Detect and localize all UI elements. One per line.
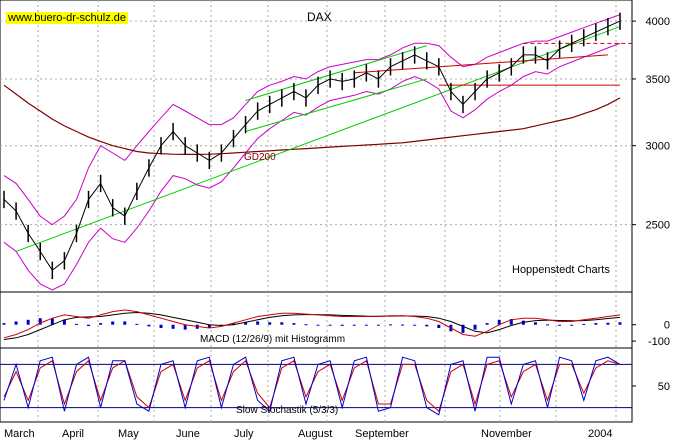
macd-histogram-bar [558,324,562,326]
macd-histogram-bar [292,323,296,325]
lower-bollinger-band [3,42,621,291]
macd-histogram-bar [256,321,260,325]
y-tick-label: 2500 [646,220,670,232]
source-watermark: www.buero-dr-schulz.de [6,12,128,24]
upper-bollinger-band [3,14,621,226]
macd-histogram-bar [231,323,235,325]
macd-histogram-bar [123,321,127,325]
macd-histogram-bar [582,323,586,325]
macd-histogram-bar [111,321,115,325]
macd-histogram-bar [62,319,66,325]
macd-histogram-bar [328,324,332,326]
stochastic-k-line [3,356,621,416]
macd-histogram-bar [268,322,272,325]
macd-histogram-bar [533,322,537,325]
macd-histogram-bar [497,319,501,325]
macd-histogram-bar [570,324,574,326]
macd-histogram-bar [316,324,320,326]
y-tick-label: -100 [648,336,670,348]
macd-histogram-bar [280,322,284,325]
price-close-line [3,20,621,272]
macd-histogram-bar [485,323,489,325]
macd-histogram-bar [509,319,513,325]
macd-title: MACD (12/26/9) mit Histogramm [200,334,346,345]
macd-histogram-bar [159,324,163,328]
macd-histogram-bar [26,319,30,325]
x-tick-label: March [4,428,35,440]
x-tick-label: June [176,428,200,440]
channel-trendline [245,45,427,101]
y-tick-label: 50 [658,381,670,393]
macd-histogram-bar [546,324,550,326]
macd-histogram-bar [594,323,598,325]
macd-histogram-bar [2,323,6,325]
macd-histogram-bar [87,324,91,327]
channel-trendline [245,78,427,132]
y-tick-label: 4000 [646,16,670,28]
y-tick-label: 3000 [646,141,670,153]
macd-histogram-bar [183,324,187,330]
y-tick-label: 3500 [646,74,670,86]
macd-histogram-bar [618,322,622,325]
macd-histogram-bar [352,324,356,326]
macd-histogram-bar [14,321,18,325]
x-tick-label: September [355,428,409,440]
x-tick-label: August [298,428,332,440]
macd-histogram-bar [425,324,429,327]
plot-frame [0,0,633,423]
macd-histogram-bar [364,324,368,326]
macd-histogram-bar [473,324,477,330]
long-term-trendline [15,26,621,252]
gd200-line [3,84,621,155]
macd-histogram-bar [38,318,42,325]
stochastic-d-line [3,359,621,413]
publisher-label: Hoppenstedt Charts [512,264,610,276]
macd-histogram-bar [147,324,151,327]
macd-histogram-bar [135,323,139,325]
macd-histogram-bar [413,324,417,326]
macd-histogram-bar [99,323,103,325]
macd-histogram-bar [389,324,393,326]
x-tick-label: April [62,428,84,440]
macd-histogram-bar [304,324,308,326]
macd-histogram-bar [376,324,380,326]
x-tick-label: 2004 [588,428,612,440]
macd-histogram-bar [461,324,465,333]
x-tick-label: November [481,428,532,440]
macd-histogram-bar [207,324,211,328]
resistance-line [354,54,608,74]
x-tick-label: July [234,428,254,440]
macd-histogram-bar [74,323,78,325]
x-tick-label: May [118,428,139,440]
chart-title: DAX [307,10,332,24]
macd-histogram-bar [50,318,54,325]
macd-histogram-bar [244,322,248,325]
macd-histogram-bar [340,324,344,326]
macd-line [3,309,621,339]
stochastic-title: Slow Stochastik (5/3/3) [236,405,339,416]
macd-histogram-bar [171,324,175,329]
macd-histogram-bar [606,322,610,325]
macd-histogram-bar [401,324,405,326]
gd200-label: GD200 [244,152,276,163]
y-tick-label: 0 [664,320,670,332]
macd-histogram-bar [437,324,441,328]
